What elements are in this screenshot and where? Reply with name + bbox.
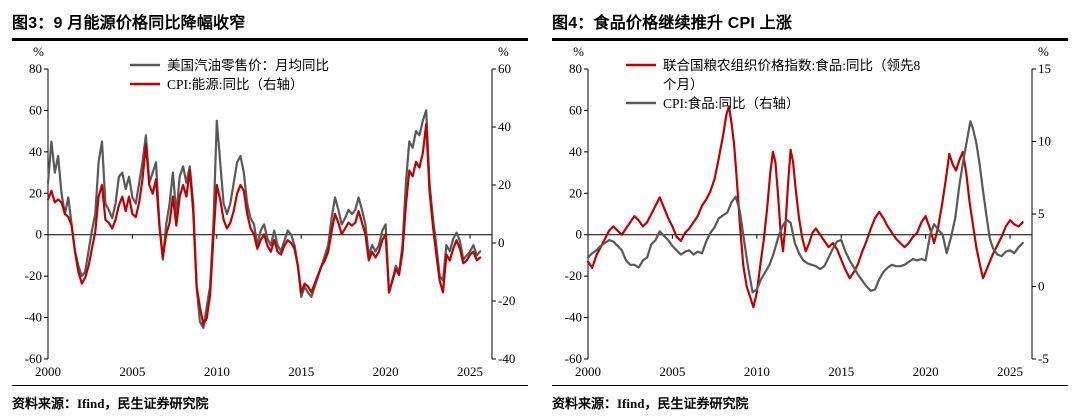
legend-label: CPI:能源:同比（右轴）	[167, 77, 304, 92]
left-axis-tick-label: 0	[36, 227, 43, 242]
x-axis-tick-label: 2000	[575, 364, 601, 379]
legend-label: 美国汽油零售价：月均同比	[167, 58, 329, 73]
figure-4-divider	[552, 385, 1068, 386]
x-axis-tick-label: 2015	[828, 364, 854, 379]
left-axis-tick-label: -60	[565, 351, 582, 366]
x-axis-tick-label: 2025	[997, 364, 1023, 379]
legend-label: 联合国粮农组织价格指数:食品:同比（领先8	[663, 57, 921, 73]
x-axis-tick-label: 2020	[373, 364, 399, 379]
red-series-line	[586, 105, 1024, 309]
right-axis-tick-label: 0	[1038, 279, 1045, 294]
axes: 80 60 40 20 0 -20 -40 -60 15 10 5 0 -5% % 2000 2005 2010…	[565, 44, 1051, 379]
legend-label: CPI:食品:同比（右轴）	[663, 95, 800, 111]
right-axis-tick-label: -40	[498, 351, 515, 366]
axes: 80 60 40 20 0 -20 -40 -60 60 40 20 0 -20 -40% % 2000 200…	[25, 44, 516, 379]
left-axis-tick-label: -20	[25, 268, 42, 283]
left-axis-tick-label: 20	[569, 185, 582, 200]
legend-label: 个月）	[663, 77, 704, 92]
legend: 联合国粮农组织价格指数:食品:同比（领先8 个月） CPI:食品:同比（右轴）	[626, 57, 921, 111]
left-axis-tick-label: 80	[29, 61, 42, 76]
right-axis-unit: %	[498, 44, 509, 59]
left-axis-tick-label: 40	[29, 144, 42, 159]
left-axis-tick-label: -40	[565, 310, 582, 325]
left-axis-tick-label: -20	[565, 268, 582, 283]
left-axis-tick-label: 0	[576, 227, 583, 242]
x-axis-tick-label: 2010	[744, 364, 770, 379]
right-axis-tick-label: 60	[498, 61, 511, 76]
figure-4-panel: 图4：食品价格继续推升 CPI 上涨 80 60 40 20 0 -20 -40 -60 15 1…	[540, 0, 1080, 418]
left-axis-tick-label: 40	[569, 144, 582, 159]
left-axis-unit: %	[573, 44, 584, 59]
series-lines	[46, 109, 482, 329]
left-axis-tick-label: -40	[25, 310, 42, 325]
gray-series-line	[586, 120, 1024, 294]
x-axis-tick-label: 2020	[913, 364, 939, 379]
left-axis-tick-label: 80	[569, 61, 582, 76]
figure-3-chart: 80 60 40 20 0 -20 -40 -60 60 40 20 0 -20 -40% % 2000 200…	[25, 44, 516, 379]
right-axis-tick-label: 0	[498, 235, 505, 250]
left-axis-tick-label: -60	[25, 351, 42, 366]
red-series-line	[46, 122, 482, 326]
right-axis-tick-label: 20	[498, 177, 511, 192]
gray-series-line	[46, 109, 482, 329]
figure-3-title: 图3：9 月能源价格同比降幅收窄	[12, 6, 528, 41]
figure-3-panel: 图3：9 月能源价格同比降幅收窄 80 60 40 20 0 -20 -40 -60 60 40 2…	[12, 6, 528, 411]
x-axis-tick-label: 2025	[457, 364, 483, 379]
x-axis-tick-label: 2015	[288, 364, 314, 379]
figure-3-source: 资料来源：Ifind，民生证券研究院	[12, 396, 209, 411]
figure-4-title: 图4：食品价格继续推升 CPI 上涨	[552, 6, 1068, 41]
right-axis-unit: %	[1038, 44, 1049, 59]
x-axis-tick-label: 2005	[659, 364, 685, 379]
left-axis-tick-label: 20	[29, 185, 42, 200]
left-axis-tick-label: 60	[569, 102, 582, 117]
right-axis-tick-label: -20	[498, 293, 515, 308]
figure-4-chart: 80 60 40 20 0 -20 -40 -60 15 10 5 0 -5% % 2000 2005 2010…	[565, 44, 1051, 379]
left-axis-tick-label: 60	[29, 102, 42, 117]
right-axis-tick-label: 5	[1038, 206, 1045, 221]
figure-4-source: 资料来源：Ifind，民生证券研究院	[552, 396, 749, 411]
left-axis-unit: %	[33, 44, 44, 59]
x-axis-tick-label: 2010	[204, 364, 230, 379]
legend: 美国汽油零售价：月均同比 CPI:能源:同比（右轴）	[130, 58, 329, 92]
right-axis-tick-label: 10	[1038, 134, 1051, 149]
figure-3-divider	[12, 385, 528, 386]
x-axis-tick-label: 2005	[119, 364, 145, 379]
series-lines	[586, 105, 1024, 309]
x-axis-tick-label: 2000	[35, 364, 61, 379]
right-axis-tick-label: 15	[1038, 61, 1051, 76]
right-axis-tick-label: 40	[498, 119, 511, 134]
right-axis-tick-label: -5	[1038, 351, 1049, 366]
